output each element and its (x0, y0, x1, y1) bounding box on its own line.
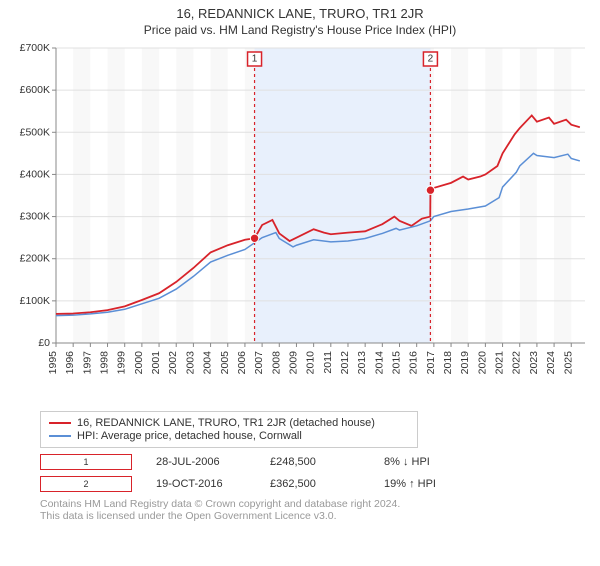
svg-text:2005: 2005 (219, 351, 231, 375)
svg-text:2009: 2009 (287, 351, 299, 375)
svg-text:2011: 2011 (322, 351, 334, 374)
svg-text:2023: 2023 (528, 351, 540, 375)
svg-text:1995: 1995 (47, 351, 59, 375)
svg-text:£600K: £600K (20, 84, 50, 96)
page-subtitle: Price paid vs. HM Land Registry's House … (0, 23, 600, 37)
svg-text:2013: 2013 (356, 351, 368, 375)
sale-date: 19-OCT-2016 (156, 478, 246, 490)
footer-line-2: This data is licensed under the Open Gov… (40, 510, 590, 522)
page-title: 16, REDANNICK LANE, TRURO, TR1 2JR (0, 6, 600, 21)
svg-text:2008: 2008 (270, 351, 282, 375)
sale-diff: 19% ↑ HPI (384, 478, 474, 490)
svg-text:1998: 1998 (99, 351, 111, 375)
footer: Contains HM Land Registry data © Crown c… (40, 498, 590, 522)
svg-text:£500K: £500K (20, 126, 50, 138)
svg-text:2002: 2002 (167, 351, 179, 375)
sales-table: 128-JUL-2006£248,5008% ↓ HPI219-OCT-2016… (40, 454, 590, 492)
svg-text:2014: 2014 (373, 351, 385, 375)
svg-text:1996: 1996 (64, 351, 76, 375)
svg-text:£400K: £400K (20, 168, 50, 180)
svg-text:2: 2 (428, 54, 434, 65)
svg-text:£0: £0 (38, 337, 50, 349)
legend-label: HPI: Average price, detached house, Corn… (77, 430, 302, 442)
svg-text:2015: 2015 (391, 351, 403, 375)
svg-text:2020: 2020 (476, 351, 488, 375)
svg-text:2000: 2000 (133, 351, 145, 375)
chart-container: £0 £100K £200K £300K £400K £500K £600K £700K 199… (10, 43, 590, 403)
svg-text:2017: 2017 (425, 351, 437, 375)
svg-text:2025: 2025 (562, 351, 574, 375)
svg-text:2006: 2006 (236, 351, 248, 375)
svg-text:2007: 2007 (253, 351, 265, 375)
sale-date: 28-JUL-2006 (156, 456, 246, 468)
svg-text:2022: 2022 (511, 351, 523, 375)
svg-text:2024: 2024 (545, 351, 557, 375)
svg-text:£100K: £100K (20, 295, 50, 307)
svg-text:2012: 2012 (339, 351, 351, 375)
sale-price: £248,500 (270, 456, 360, 468)
price-chart: £0 £100K £200K £300K £400K £500K £600K £700K 199… (10, 43, 590, 403)
svg-text:1997: 1997 (81, 351, 93, 375)
svg-text:2010: 2010 (305, 351, 317, 375)
svg-text:2016: 2016 (408, 351, 420, 375)
sale-price: £362,500 (270, 478, 360, 490)
legend-box: 16, REDANNICK LANE, TRURO, TR1 2JR (deta… (40, 411, 418, 448)
svg-text:2018: 2018 (442, 351, 454, 375)
svg-text:2021: 2021 (494, 351, 506, 375)
legend-label: 16, REDANNICK LANE, TRURO, TR1 2JR (deta… (77, 417, 375, 429)
svg-text:1999: 1999 (116, 351, 128, 375)
svg-text:£300K: £300K (20, 211, 50, 223)
svg-text:2019: 2019 (459, 351, 471, 375)
svg-text:£200K: £200K (20, 253, 50, 265)
svg-text:2001: 2001 (150, 351, 162, 375)
svg-text:1: 1 (252, 54, 258, 65)
sale-diff: 8% ↓ HPI (384, 456, 474, 468)
svg-text:2004: 2004 (202, 351, 214, 375)
footer-line-1: Contains HM Land Registry data © Crown c… (40, 498, 590, 510)
svg-text:2003: 2003 (184, 351, 196, 375)
svg-text:£700K: £700K (20, 43, 50, 54)
